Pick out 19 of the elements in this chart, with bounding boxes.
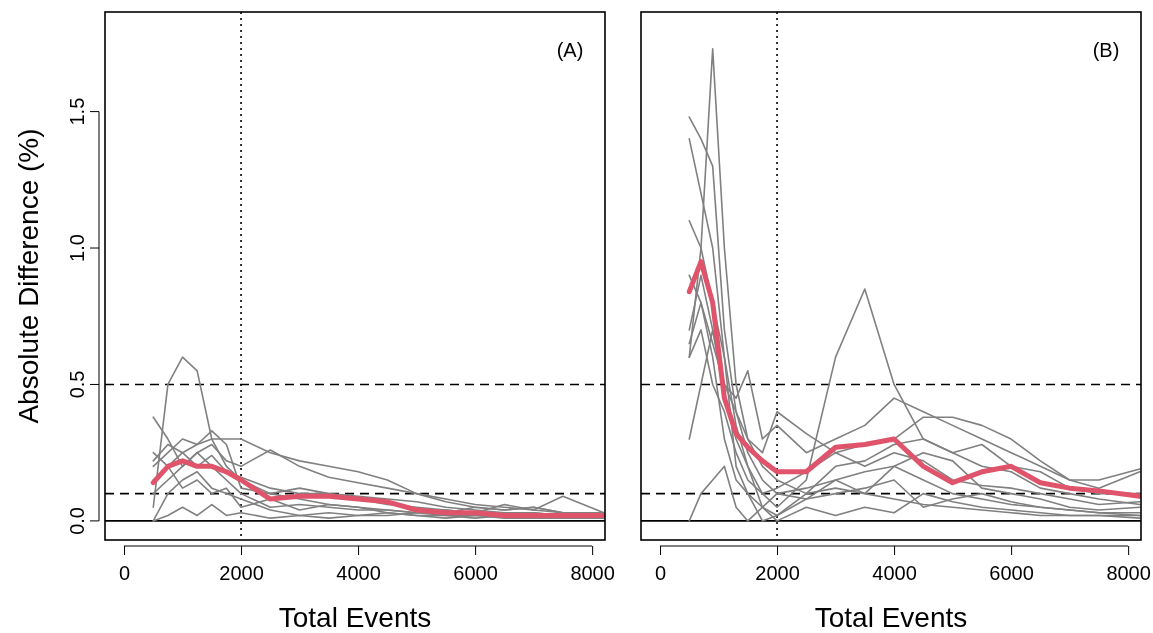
y-tick-label: 0.0 — [66, 506, 88, 535]
x-tick-label: 6000 — [453, 562, 498, 584]
x-tick-label: 2000 — [219, 562, 264, 584]
x-tick-label: 4000 — [336, 562, 381, 584]
y-tick-label: 1.5 — [66, 97, 88, 126]
x-tick-label: 0 — [654, 562, 667, 584]
annotation: (B) — [1092, 39, 1120, 61]
y-axis-title: Absolute Difference (%) — [13, 128, 44, 424]
x-tick-label: 6000 — [989, 562, 1034, 584]
x-axis-title: Total Events — [814, 602, 968, 633]
x-tick-label: 4000 — [872, 562, 917, 584]
x-axis-title: Total Events — [278, 602, 432, 633]
x-tick-label: 8000 — [1106, 562, 1151, 584]
x-tick-label: 8000 — [570, 562, 615, 584]
annotation: (A) — [556, 39, 584, 61]
y-tick-label: 1.0 — [66, 234, 88, 262]
y-tick-label: 0.5 — [66, 370, 88, 399]
x-tick-label: 0 — [118, 562, 131, 584]
x-tick-label: 2000 — [755, 562, 800, 584]
